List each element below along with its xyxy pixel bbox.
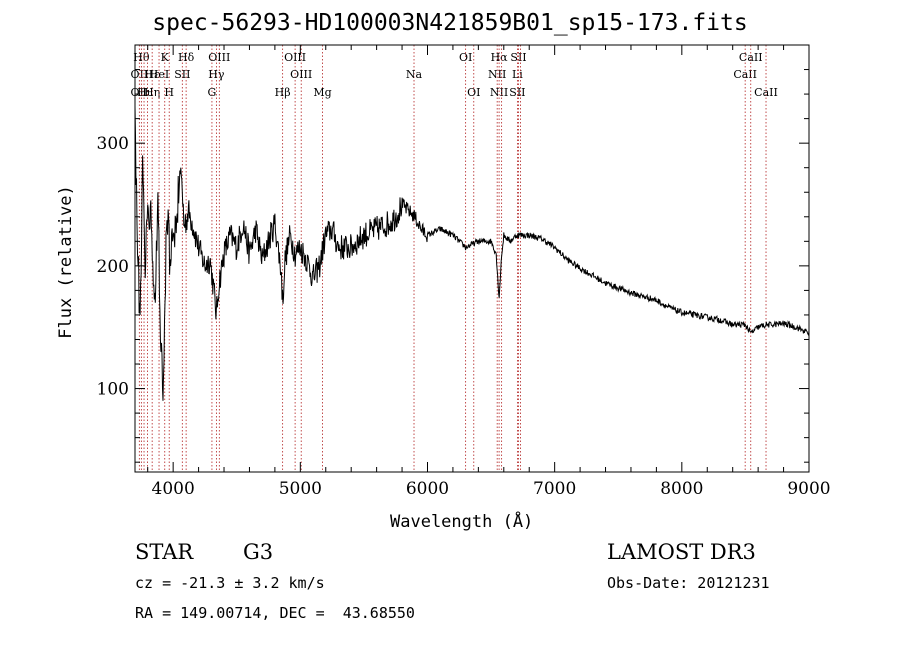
line-label: CaII: [739, 51, 763, 64]
line-label: Na: [406, 68, 423, 81]
object-class: STAR: [135, 540, 194, 564]
line-label: CaII: [754, 86, 778, 99]
line-label: Hε: [145, 68, 161, 81]
x-tick-label: 8000: [660, 479, 703, 499]
line-label: CaII: [733, 68, 757, 81]
survey-name: LAMOST DR3: [607, 540, 756, 564]
x-tick-label: 4000: [152, 479, 195, 499]
y-tick-label: 300: [97, 134, 129, 154]
line-label: OIII: [208, 51, 230, 64]
line-label: NII: [490, 86, 508, 99]
line-label: Hδ: [178, 51, 195, 64]
object-subclass: G3: [243, 540, 274, 564]
line-label: Hη: [144, 86, 160, 99]
spectrum-line: [134, 106, 810, 401]
line-label: SII: [509, 86, 525, 99]
line-label: NII: [488, 68, 506, 81]
line-label: OIII: [290, 68, 312, 81]
x-axis-label: Wavelength (Å): [390, 512, 534, 532]
line-label: HeI: [149, 68, 169, 81]
x-tick-label: 6000: [406, 479, 449, 499]
y-tick-label: 200: [97, 257, 129, 277]
plot-frame: [134, 44, 810, 473]
line-label: Hθ: [133, 51, 150, 64]
line-label: OIII: [284, 51, 306, 64]
chart-title: spec-56293-HD100003N421859B01_sp15-173.f…: [152, 10, 748, 36]
line-label: OI: [467, 86, 480, 99]
line-label: H: [164, 86, 174, 99]
y-tick-label: 100: [97, 380, 129, 400]
line-label: K: [161, 51, 170, 64]
x-tick-label: 5000: [279, 479, 322, 499]
line-label: Hγ: [208, 68, 225, 81]
line-label: SII: [510, 51, 526, 64]
line-label: SII: [174, 68, 190, 81]
x-tick-label: 7000: [533, 479, 576, 499]
x-tick-label: 9000: [787, 479, 830, 499]
coordinates-readout: RA = 149.00714, DEC = 43.68550: [135, 604, 415, 622]
redshift-readout: cz = -21.3 ± 3.2 km/s: [135, 574, 325, 592]
line-label: Hι: [137, 86, 151, 99]
y-axis-label: Flux (relative): [56, 185, 76, 339]
line-label: G: [208, 86, 217, 99]
line-label: Hβ: [275, 86, 291, 99]
line-label: OI: [459, 51, 472, 64]
line-label: Li: [512, 68, 523, 81]
line-label: Hα: [491, 51, 509, 64]
line-label: Mg: [313, 86, 331, 99]
observation-date: Obs-Date: 20121231: [607, 574, 770, 592]
